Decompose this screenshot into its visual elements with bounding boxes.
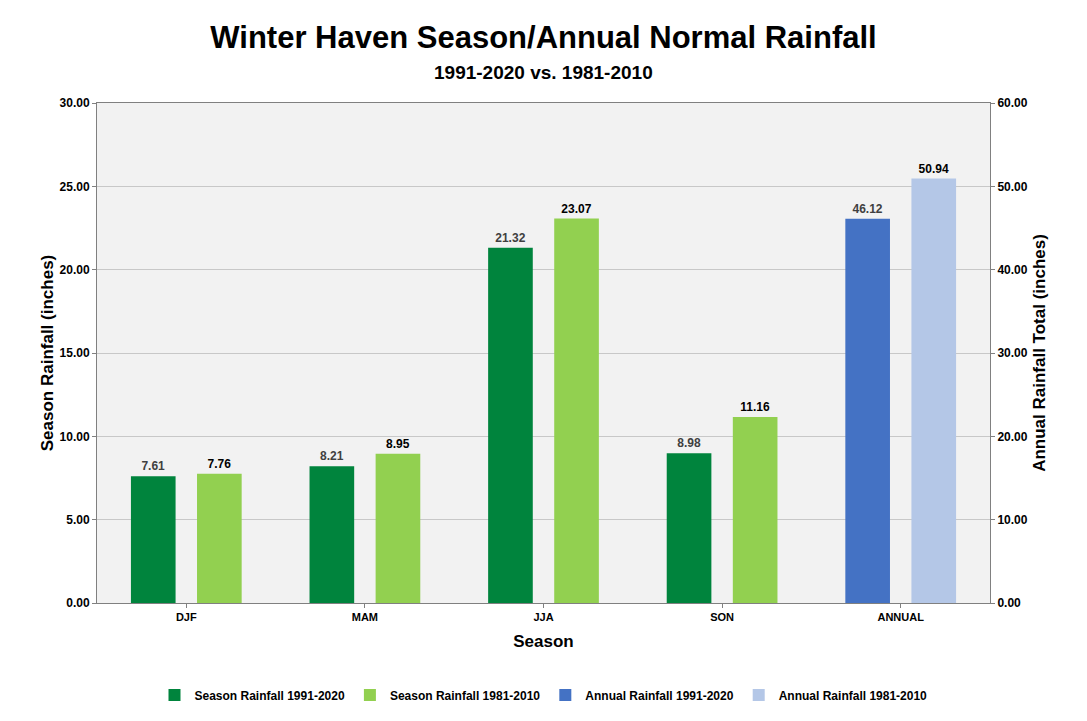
- svg-text:Season: Season: [513, 632, 573, 651]
- svg-text:23.07: 23.07: [561, 202, 591, 216]
- svg-text:5.00: 5.00: [66, 513, 90, 527]
- svg-text:MAM: MAM: [352, 611, 378, 623]
- svg-text:Season Rainfall 1991-2020: Season Rainfall 1991-2020: [195, 689, 345, 703]
- svg-text:Annual Rainfall 1991-2020: Annual Rainfall 1991-2020: [585, 689, 733, 703]
- svg-text:20.00: 20.00: [997, 430, 1027, 444]
- svg-text:Annual Rainfall Total (inches): Annual Rainfall Total (inches): [1030, 234, 1049, 472]
- svg-text:11.16: 11.16: [740, 400, 770, 414]
- svg-text:30.00: 30.00: [997, 346, 1027, 360]
- svg-text:7.61: 7.61: [141, 459, 165, 473]
- svg-text:Season Rainfall (inches): Season Rainfall (inches): [38, 255, 57, 452]
- svg-text:50.00: 50.00: [997, 180, 1027, 194]
- svg-text:8.95: 8.95: [386, 437, 410, 451]
- svg-text:Annual Rainfall 1981-2010: Annual Rainfall 1981-2010: [779, 689, 927, 703]
- svg-text:40.00: 40.00: [997, 263, 1027, 277]
- svg-text:50.94: 50.94: [919, 162, 949, 176]
- svg-text:Season Rainfall 1981-2010: Season Rainfall 1981-2010: [390, 689, 540, 703]
- svg-text:8.21: 8.21: [320, 449, 344, 463]
- svg-text:SON: SON: [710, 611, 734, 623]
- svg-text:15.00: 15.00: [60, 346, 90, 360]
- svg-text:60.00: 60.00: [997, 96, 1027, 110]
- svg-text:30.00: 30.00: [60, 96, 90, 110]
- svg-text:25.00: 25.00: [60, 180, 90, 194]
- svg-text:0.00: 0.00: [66, 596, 90, 610]
- svg-text:20.00: 20.00: [60, 263, 90, 277]
- svg-text:Winter Haven Season/Annual Nor: Winter Haven Season/Annual Normal Rainfa…: [210, 20, 876, 55]
- svg-text:1991-2020 vs. 1981-2010: 1991-2020 vs. 1981-2010: [434, 62, 653, 83]
- svg-text:0.00: 0.00: [997, 596, 1021, 610]
- svg-text:46.12: 46.12: [852, 202, 882, 216]
- svg-text:ANNUAL: ANNUAL: [877, 611, 924, 623]
- svg-text:8.98: 8.98: [677, 436, 701, 450]
- svg-text:7.76: 7.76: [208, 457, 232, 471]
- svg-text:21.32: 21.32: [495, 231, 525, 245]
- svg-text:JJA: JJA: [533, 611, 553, 623]
- svg-text:DJF: DJF: [176, 611, 197, 623]
- svg-text:10.00: 10.00: [60, 430, 90, 444]
- svg-text:10.00: 10.00: [997, 513, 1027, 527]
